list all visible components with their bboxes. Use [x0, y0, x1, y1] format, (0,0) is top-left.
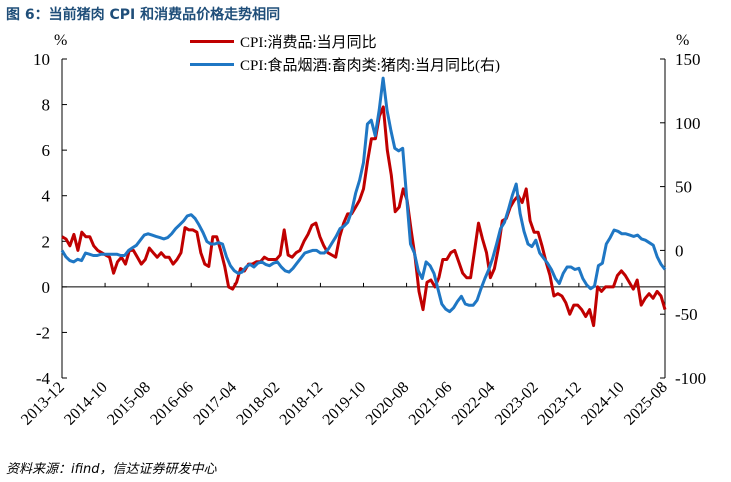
left-tick-label: 4 [42, 187, 51, 206]
left-tick-label: -2 [36, 323, 50, 342]
x-tick-label: 2022-04 [449, 379, 499, 429]
figure-title: 图 6：当前猪肉 CPI 和消费品价格走势相同 [6, 7, 281, 23]
left-tick-label: 6 [42, 141, 51, 160]
right-axis-unit: % [676, 32, 690, 49]
right-tick-label: -50 [675, 305, 698, 324]
series-line-consumer-goods-cpi [61, 105, 667, 328]
x-tick-label: 2021-06 [406, 379, 456, 429]
left-tick-label: 8 [42, 96, 51, 115]
chart-legend: CPI:消费品:当月同比 CPI:食品烟酒:畜肉类:猪肉:当月同比(右) [190, 30, 500, 76]
legend-label: CPI:消费品:当月同比 [240, 35, 377, 51]
x-tick-label: 2019-10 [320, 379, 370, 429]
right-tick-label: 100 [675, 114, 701, 133]
legend-item-consumer-goods: CPI:消费品:当月同比 [190, 30, 500, 53]
x-tick-label: 2015-08 [104, 379, 154, 429]
x-tick-label: 2018-02 [233, 379, 283, 429]
legend-label: CPI:食品烟酒:畜肉类:猪肉:当月同比(右) [240, 58, 501, 74]
x-tick-label: 2023-02 [492, 379, 542, 429]
right-tick-label: 150 [675, 50, 701, 69]
series-line-pork-cpi [60, 76, 667, 314]
x-tick-label: 2025-08 [621, 379, 671, 429]
legend-item-pork: CPI:食品烟酒:畜肉类:猪肉:当月同比(右) [190, 53, 500, 76]
right-tick-label: 0 [675, 241, 684, 260]
left-tick-label: 10 [33, 50, 50, 69]
x-tick-label: 2014-10 [61, 379, 111, 429]
x-tick-label: 2023-12 [535, 379, 585, 429]
legend-swatch-blue [190, 63, 234, 66]
right-tick-label: -100 [675, 369, 706, 388]
left-axis-unit: % [54, 32, 68, 49]
left-tick-label: 2 [42, 232, 51, 251]
left-tick-label: -4 [36, 369, 51, 388]
left-tick-label: 0 [42, 278, 51, 297]
x-tick-label: 2024-10 [578, 379, 628, 429]
x-tick-label: 2017-04 [190, 379, 240, 429]
x-tick-label: 2020-08 [363, 379, 413, 429]
right-tick-label: 50 [675, 178, 692, 197]
x-tick-label: 2016-06 [147, 379, 197, 429]
source-note: 资料来源：ifind，信达证券研发中心 [6, 462, 217, 477]
x-tick-label: 2018-12 [277, 379, 327, 429]
legend-swatch-red [190, 40, 234, 43]
